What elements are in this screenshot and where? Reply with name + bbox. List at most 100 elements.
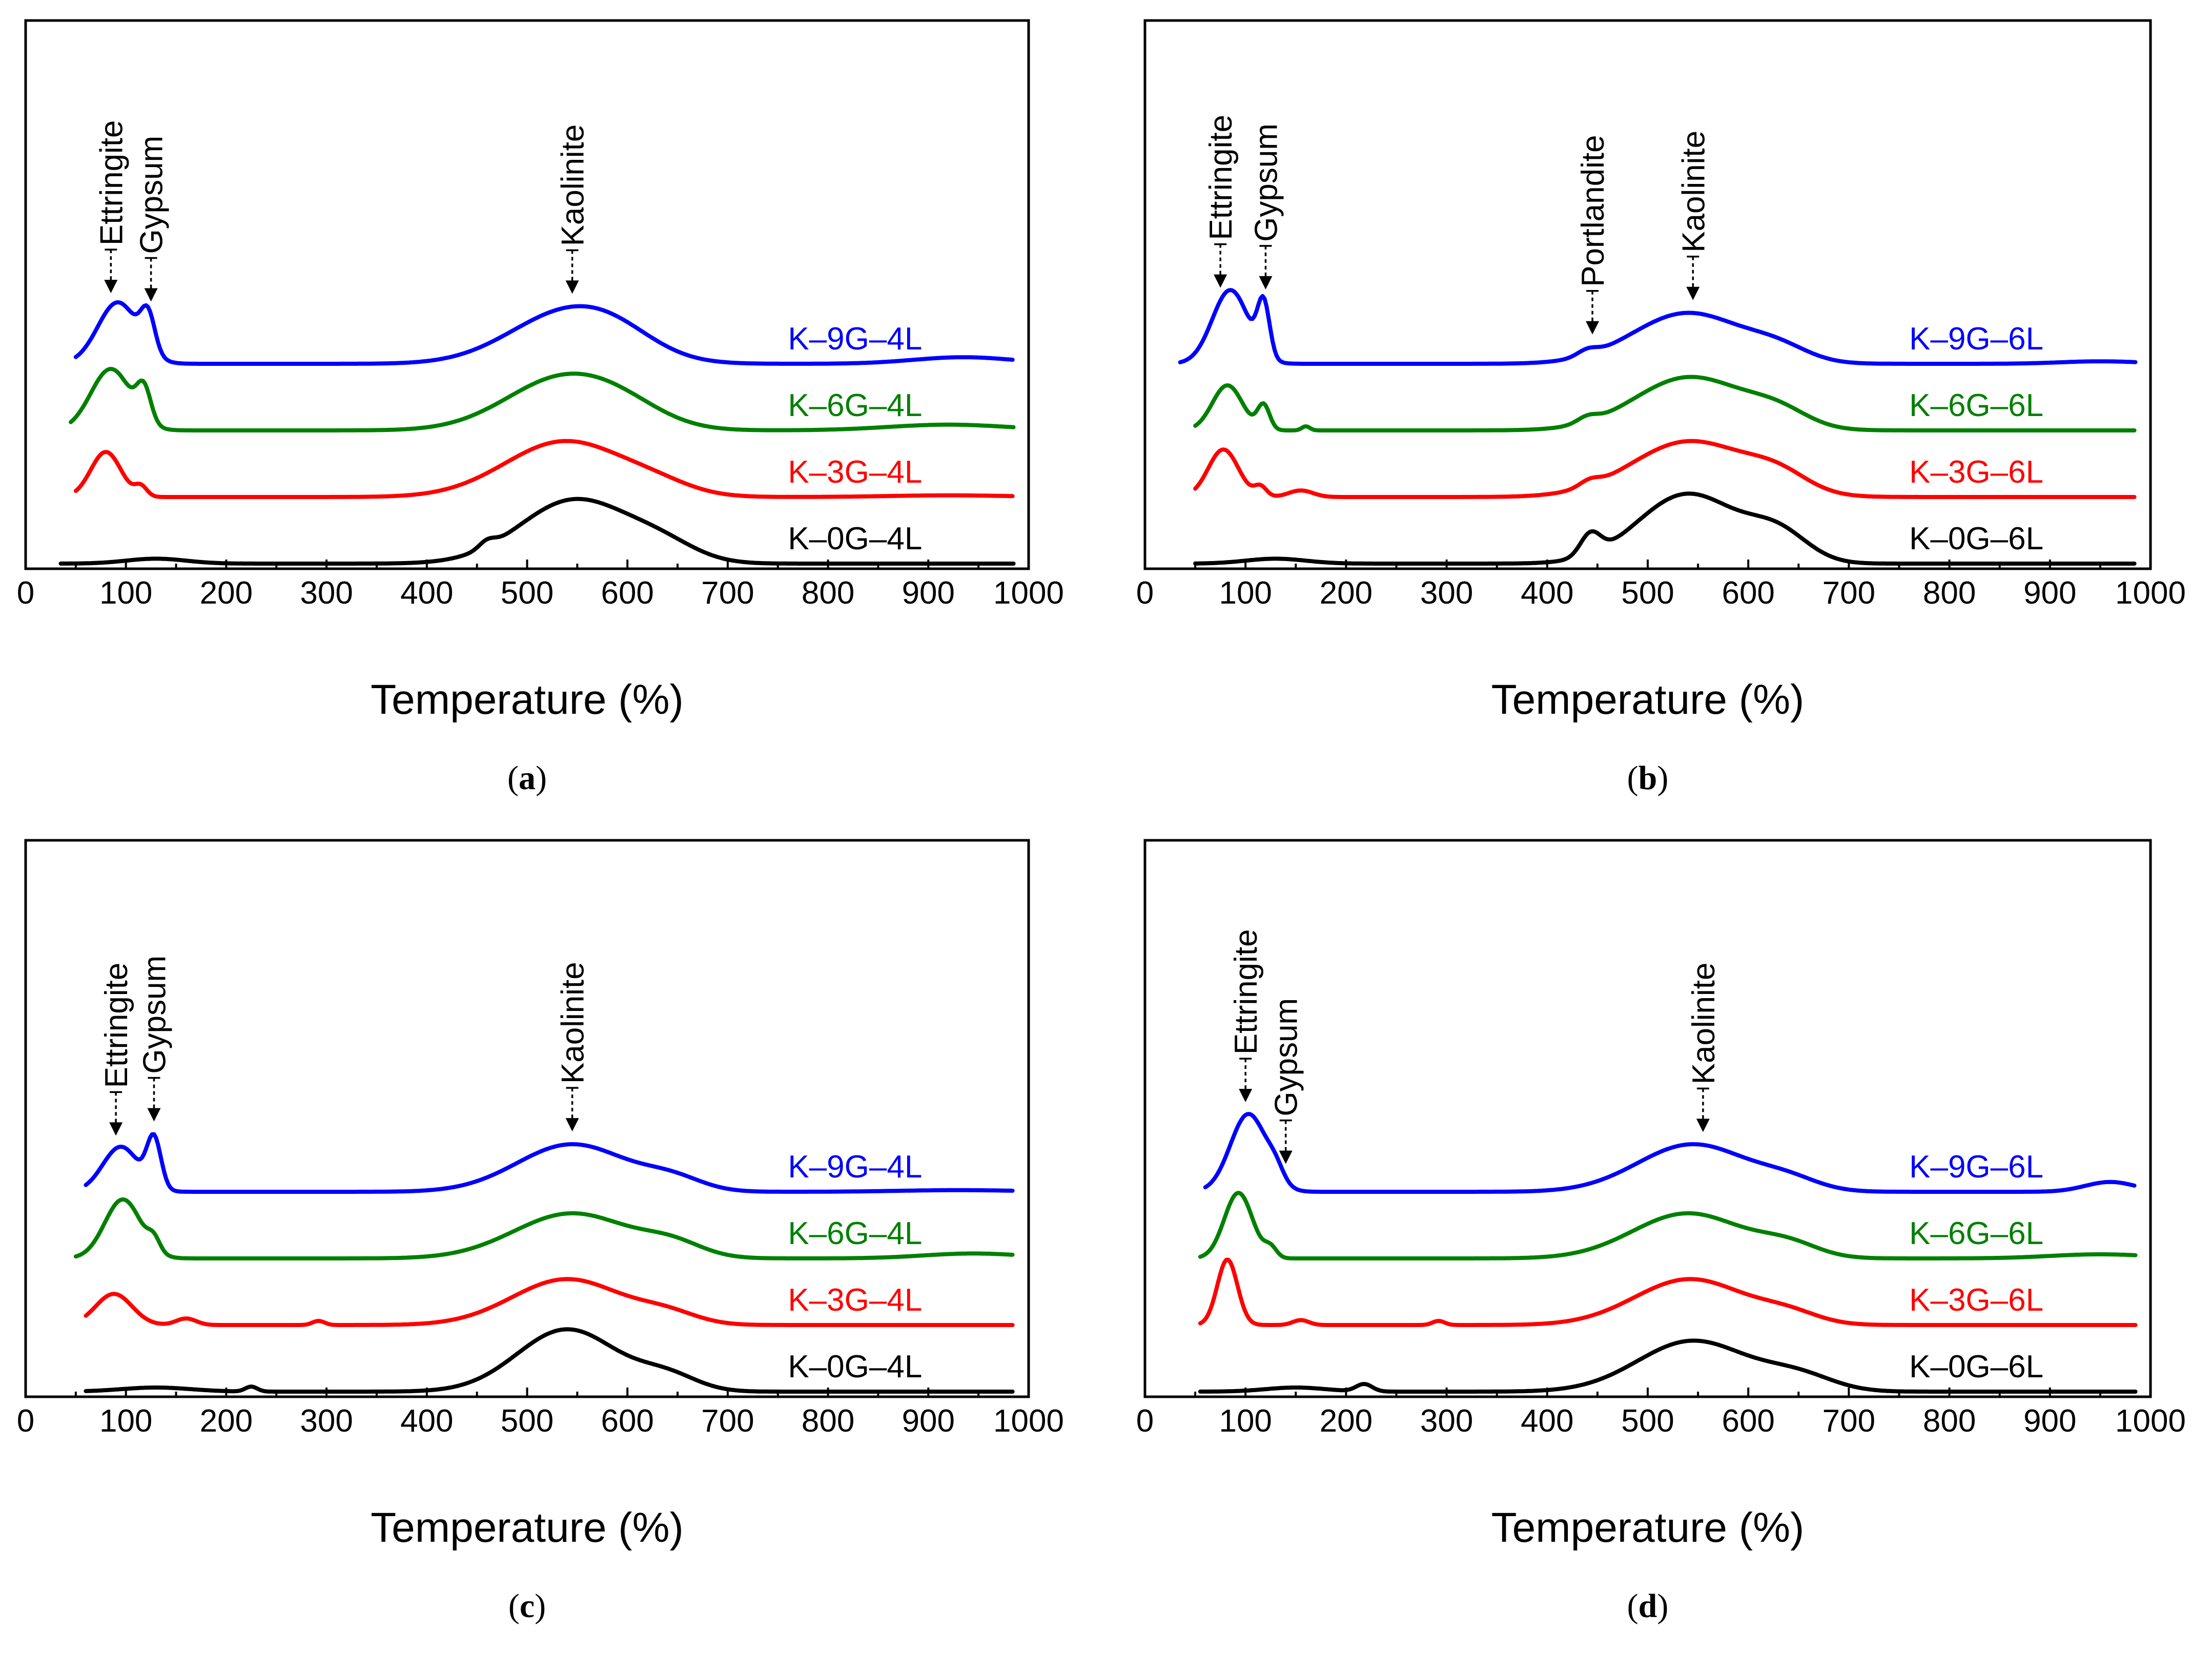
panel-label: (a) (507, 759, 547, 797)
x-tick-label: 400 (400, 575, 453, 611)
x-tick-label: 0 (17, 575, 34, 611)
series-label: K–3G–6L (1909, 1282, 2043, 1318)
x-tick-label: 1000 (2115, 575, 2186, 611)
series-line-K–6G–6L (1198, 1191, 2138, 1260)
series-label: K–6G–4L (788, 388, 922, 423)
annotation-label: Gypsum (1248, 123, 1284, 242)
annotation-label: Ettringite (94, 120, 129, 245)
x-tick-label: 1000 (993, 1403, 1064, 1439)
annotation-arrow-head (1214, 274, 1227, 288)
annotation-arrow-head (565, 1118, 579, 1132)
annotation-label: Kaolinite (556, 962, 591, 1084)
series-label: K–9G–6L (1909, 321, 2043, 357)
series-line-K–6G–6L (1193, 375, 2137, 432)
x-tick-label: 900 (2023, 575, 2076, 611)
chart-panel-b: 0 100 200 300 400 500 600 700 800 900 1000 Temperat… (1136, 19, 2186, 797)
x-tick-label: 200 (1320, 1403, 1373, 1439)
series-label: K–0G–6L (1909, 521, 2043, 556)
x-tick-label: 700 (1822, 1403, 1875, 1439)
annotation-label: Kaolinite (556, 125, 591, 246)
x-tick-label: 500 (1621, 1403, 1674, 1439)
annotation-arrow-head (109, 1122, 123, 1136)
x-axis-title: Temperature (%) (371, 676, 684, 723)
x-tick-label: 300 (1420, 1403, 1473, 1439)
x-axis-title: Temperature (%) (1491, 676, 1805, 723)
series-line-K–9G–6L (1178, 288, 2138, 366)
series-label: K–9G–4L (788, 1149, 922, 1185)
series-line-K–3G–6L (1198, 1257, 2138, 1327)
annotation-label: Gypsum (134, 136, 170, 254)
x-tick-label: 900 (902, 575, 955, 611)
x-tick-label: 700 (701, 575, 754, 611)
x-tick-label: 100 (1219, 575, 1272, 611)
x-tick-label: 200 (1320, 575, 1373, 611)
x-tick-label: 500 (501, 575, 554, 611)
x-tick-label: 100 (99, 575, 152, 611)
panel-label: (c) (508, 1587, 546, 1625)
x-tick-label: 400 (1521, 1403, 1573, 1439)
annotation-arrow-head (104, 280, 118, 294)
x-tick-label: 200 (200, 575, 253, 611)
x-tick-label: 200 (200, 1403, 253, 1439)
x-tick-label: 600 (1722, 1403, 1774, 1439)
x-tick-label: 900 (2023, 1403, 2076, 1439)
series-label: K–0G–4L (788, 521, 922, 556)
x-tick-label: 500 (501, 1403, 554, 1439)
x-tick-label: 800 (1923, 1403, 1976, 1439)
series-line-K–6G–4L (69, 367, 1016, 432)
x-tick-label: 0 (17, 1403, 34, 1439)
x-tick-label: 400 (400, 1403, 453, 1439)
annotation-label: Gypsum (1269, 998, 1304, 1116)
series-label: K–3G–6L (1909, 454, 2043, 490)
annotation-label: Ettringite (1203, 115, 1239, 240)
x-tick-label: 600 (601, 575, 653, 611)
series-line-K–0G–6L (1198, 1338, 2138, 1394)
series-line-K–6G–4L (73, 1197, 1015, 1260)
series-label: K–3G–4L (788, 1282, 922, 1318)
x-axis-title: Temperature (%) (1491, 1504, 1805, 1551)
series-label: K–0G–4L (788, 1349, 922, 1384)
x-axis-title: Temperature (%) (371, 1504, 684, 1551)
series-line-K–0G–4L (58, 497, 1016, 566)
x-tick-label: 500 (1621, 575, 1674, 611)
annotation-arrow-head (1686, 286, 1700, 300)
series-line-K–9G–4L (84, 1132, 1015, 1194)
annotation-label: Kaolinite (1676, 131, 1711, 253)
series-label: K–3G–4L (788, 454, 922, 490)
x-tick-label: 300 (1420, 575, 1473, 611)
x-tick-label: 800 (802, 1403, 854, 1439)
series-line-K–3G–4L (73, 439, 1015, 499)
series-line-K–9G–4L (73, 300, 1015, 366)
series-line-K–3G–4L (84, 1277, 1015, 1327)
x-tick-label: 300 (300, 1403, 353, 1439)
annotation-arrow-head (1696, 1119, 1710, 1132)
annotation-arrow-head (1279, 1150, 1293, 1164)
annotation-arrow-head (1259, 276, 1273, 289)
x-tick-label: 400 (1521, 575, 1573, 611)
annotation-arrow-head (565, 280, 579, 294)
x-tick-label: 1000 (993, 575, 1064, 611)
annotation-label: Portlandite (1575, 135, 1611, 286)
x-tick-label: 600 (601, 1403, 653, 1439)
series-label: K–0G–6L (1909, 1349, 2043, 1384)
series-line-K–3G–6L (1193, 439, 2137, 499)
x-tick-label: 700 (701, 1403, 754, 1439)
x-tick-label: 300 (300, 575, 353, 611)
chart-panel-a: 0 100 200 300 400 500 600 700 800 900 1000 Temperat… (17, 19, 1064, 797)
x-tick-label: 600 (1722, 575, 1774, 611)
x-tick-label: 700 (1822, 575, 1875, 611)
panel-label: (d) (1627, 1587, 1669, 1625)
x-tick-label: 100 (99, 1403, 152, 1439)
x-tick-label: 800 (1923, 575, 1976, 611)
series-label: K–9G–6L (1909, 1149, 2043, 1185)
series-label: K–6G–6L (1909, 388, 2043, 423)
series-label: K–9G–4L (788, 321, 922, 357)
series-line-K–9G–6L (1203, 1112, 2137, 1194)
series-line-K–0G–4L (84, 1327, 1015, 1394)
x-tick-label: 1000 (2115, 1403, 2186, 1439)
annotation-arrow-head (144, 288, 158, 302)
x-tick-label: 100 (1219, 1403, 1272, 1439)
x-tick-label: 900 (902, 1403, 955, 1439)
annotation-arrow-head (1586, 321, 1600, 335)
